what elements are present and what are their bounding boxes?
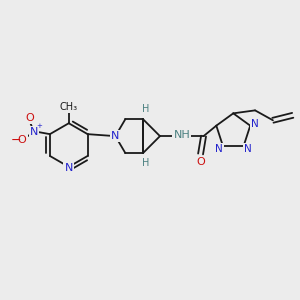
- Text: O: O: [18, 135, 26, 145]
- Text: NH: NH: [173, 130, 190, 140]
- Text: O: O: [196, 157, 205, 167]
- Text: H: H: [142, 104, 150, 114]
- Text: H: H: [142, 158, 150, 168]
- Text: −: −: [11, 134, 21, 147]
- Text: N: N: [244, 144, 252, 154]
- Text: +: +: [36, 123, 42, 129]
- Text: N: N: [251, 119, 259, 129]
- Text: N: N: [215, 144, 223, 154]
- Text: O: O: [26, 113, 34, 123]
- Text: N: N: [111, 131, 120, 141]
- Text: N: N: [64, 163, 73, 173]
- Text: N: N: [30, 127, 38, 137]
- Text: CH₃: CH₃: [60, 102, 78, 112]
